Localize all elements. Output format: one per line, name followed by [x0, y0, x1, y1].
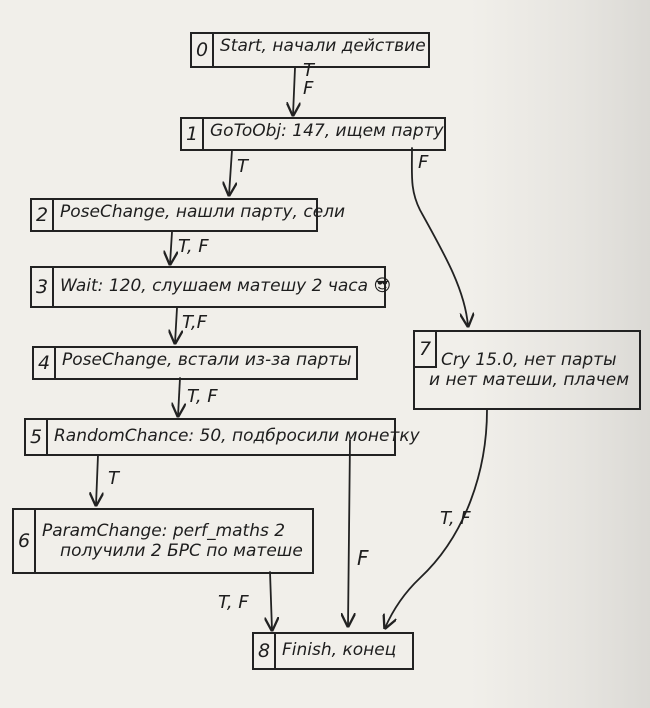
edge-6-8	[270, 571, 272, 630]
edge-5-8	[348, 439, 350, 626]
node-text-line-2: и нет матеши, плачем	[429, 370, 630, 390]
edge-label-5-6: T	[108, 468, 119, 489]
node-text: Start, начали действие	[220, 36, 426, 56]
edge-5-6	[96, 454, 98, 505]
edge-label-3-4: T,F	[182, 312, 207, 333]
node-3-wait: 3 Wait: 120, слушаем матешу 2 часа 😎	[30, 266, 391, 308]
edge-0-1	[293, 67, 295, 115]
node-7-cry: 7 Cry 15.0, нет парты и нет матеши, плач…	[413, 330, 641, 410]
edge-label-1-7: F	[418, 152, 429, 173]
node-number: 8	[254, 634, 276, 668]
node-number: 6	[14, 510, 36, 572]
node-number: 4	[34, 348, 56, 378]
node-text-line-1: Cry 15.0, нет парты	[441, 350, 617, 370]
node-number: 3	[32, 268, 54, 306]
node-number: 7	[415, 332, 437, 368]
node-text: RandomChance: 50, подбросили монетку	[54, 426, 420, 446]
node-number: 2	[32, 200, 54, 230]
edge-label-6-8: T, F	[218, 592, 249, 613]
edge-label-1-2: T	[237, 156, 248, 177]
node-number: 1	[182, 119, 204, 149]
node-8-finish: 8 Finish, конец	[252, 632, 414, 670]
edge-1-7	[410, 147, 468, 326]
node-text: Cry 15.0, нет парты и нет матеши, плачем	[413, 332, 635, 408]
edge-label-0-1: T F	[303, 60, 314, 99]
edge-7-8	[385, 409, 488, 628]
node-text: GoToObj: 147, ищем парту	[210, 121, 444, 141]
node-5-randomchance: 5 RandomChance: 50, подбросили монетку	[24, 418, 420, 456]
node-number: 0	[192, 34, 214, 66]
node-2-posechange: 2 PoseChange, нашли парту, сели	[30, 198, 345, 232]
node-6-paramchange: 6 ParamChange: perf_maths 2 получили 2 Б…	[12, 508, 314, 574]
edge-label-4-5: T, F	[187, 386, 218, 407]
edge-label-2-3: T, F	[178, 236, 209, 257]
node-text: PoseChange, нашли парту, сели	[60, 202, 346, 222]
edge-1-2	[229, 149, 232, 195]
edge-2-3	[170, 231, 172, 264]
edge-label-5-8: F	[357, 546, 369, 570]
node-text: Finish, конец	[282, 640, 397, 660]
node-4-posechange: 4 PoseChange, встали из-за парты	[32, 346, 358, 380]
node-number: 5	[26, 420, 48, 454]
edge-3-4	[175, 307, 177, 343]
node-text-line-2: получили 2 БРС по матеше	[60, 541, 303, 561]
edge-4-5	[178, 377, 180, 416]
node-text: ParamChange: perf_maths 2 получили 2 БРС…	[36, 510, 309, 572]
edge-label-7-8: T, F	[440, 508, 471, 529]
node-text-line-1: ParamChange: perf_maths 2	[42, 521, 286, 541]
node-text: Wait: 120, слушаем матешу 2 часа 😎	[60, 276, 392, 296]
node-1-gotoobj: 1 GoToObj: 147, ищем парту	[180, 117, 446, 151]
node-text: PoseChange, встали из-за парты	[62, 350, 352, 370]
node-0-start: 0 Start, начали действие	[190, 32, 430, 68]
